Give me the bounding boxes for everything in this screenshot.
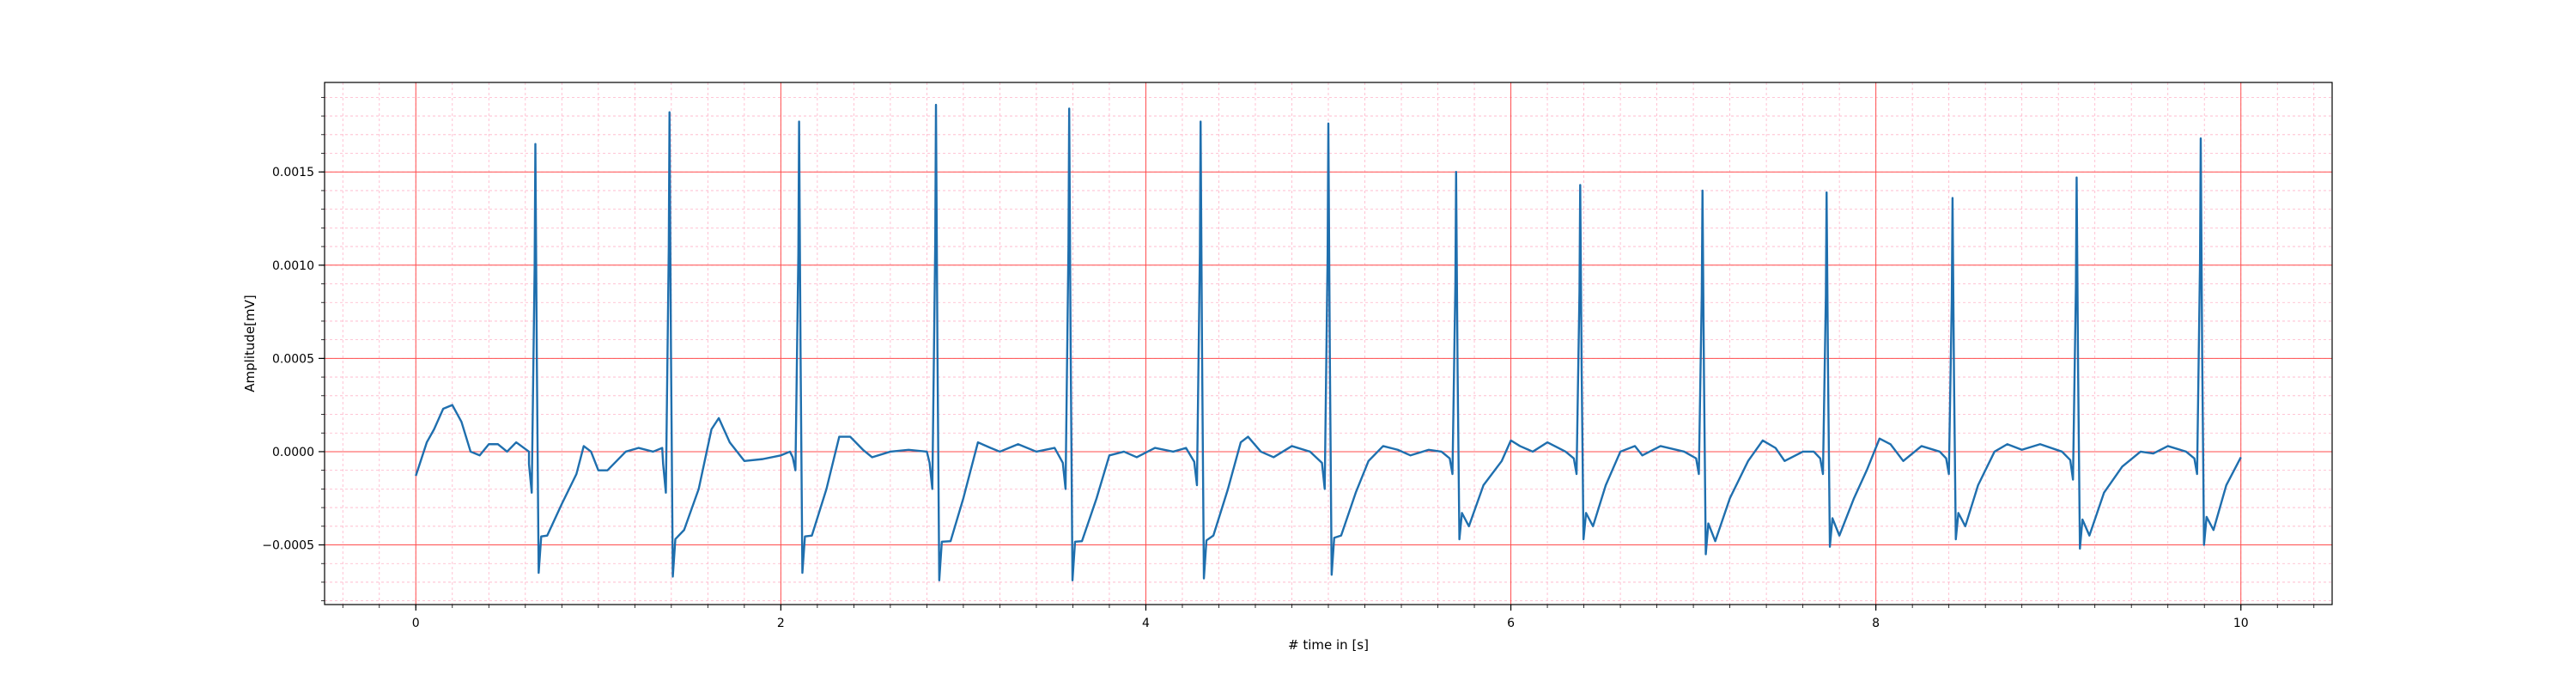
y-tick-label: 0.0005 [272, 352, 314, 366]
ecg-trace [415, 103, 2242, 581]
x-tick-label: 0 [412, 617, 420, 630]
y-axis-label: Amplitude[mV] [242, 295, 258, 392]
x-tick-label: 10 [2233, 617, 2249, 630]
x-tick-label: 8 [1872, 617, 1880, 630]
y-tick-label: 0.0015 [272, 166, 314, 179]
x-axis: 0 2 4 6 8 10 [342, 605, 2315, 630]
x-tick-label: 2 [777, 617, 785, 630]
y-axis: −0.0005 0.0000 0.0005 0.0010 0.0015 [262, 96, 325, 602]
y-tick-label: 0.0010 [272, 259, 314, 273]
y-tick-label: −0.0005 [262, 539, 314, 553]
y-tick-label: 0.0000 [272, 446, 314, 459]
series-layer [415, 103, 2242, 581]
x-tick-label: 4 [1142, 617, 1150, 630]
x-axis-label: # time in [s] [1288, 637, 1369, 653]
x-tick-label: 6 [1507, 617, 1515, 630]
